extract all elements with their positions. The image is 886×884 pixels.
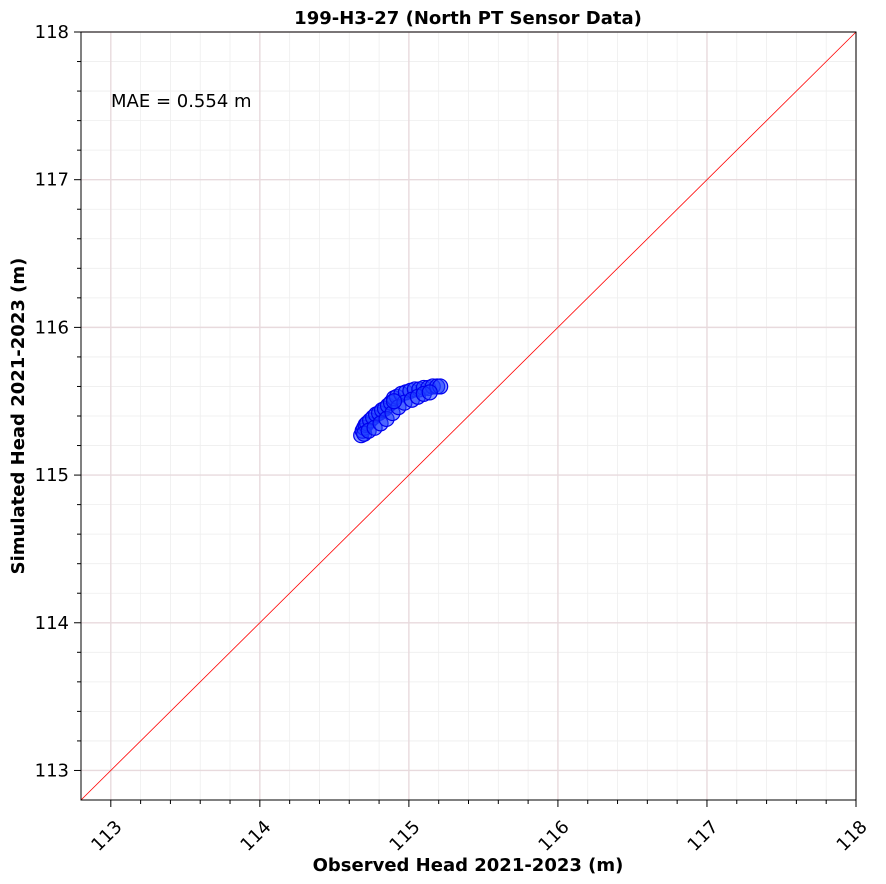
- one-to-one-reference-line: [80, 31, 857, 801]
- y-tick-label: 117: [35, 170, 69, 191]
- x-tick-label: 116: [534, 817, 573, 856]
- y-tick-label: 114: [35, 613, 69, 634]
- x-tick-label: 114: [236, 817, 275, 856]
- y-tick-label: 118: [35, 22, 69, 43]
- chart-title: 199-H3-27 (North PT Sensor Data): [294, 8, 642, 29]
- data-points: [353, 378, 449, 444]
- y-tick-label: 113: [35, 760, 69, 781]
- x-axis-label: Observed Head 2021-2023 (m): [313, 855, 624, 876]
- data-point: [385, 393, 403, 410]
- x-tick-label: 117: [683, 817, 722, 856]
- x-tick-label: 115: [385, 817, 424, 856]
- x-tick-label: 118: [833, 817, 872, 856]
- y-tick-label: 116: [35, 317, 69, 338]
- minor-gridlines: [81, 32, 856, 800]
- axis-ticks: 113 114 115 116 117 118 113 114 115 116 117 118: [35, 22, 872, 856]
- mae-annotation: MAE = 0.554 m: [111, 91, 252, 112]
- reference-line: [80, 31, 857, 801]
- data-point: [421, 384, 438, 401]
- y-tick-label: 115: [35, 465, 69, 486]
- y-axis-label: Simulated Head 2021-2023 (m): [8, 258, 29, 575]
- x-tick-label: 113: [87, 817, 126, 856]
